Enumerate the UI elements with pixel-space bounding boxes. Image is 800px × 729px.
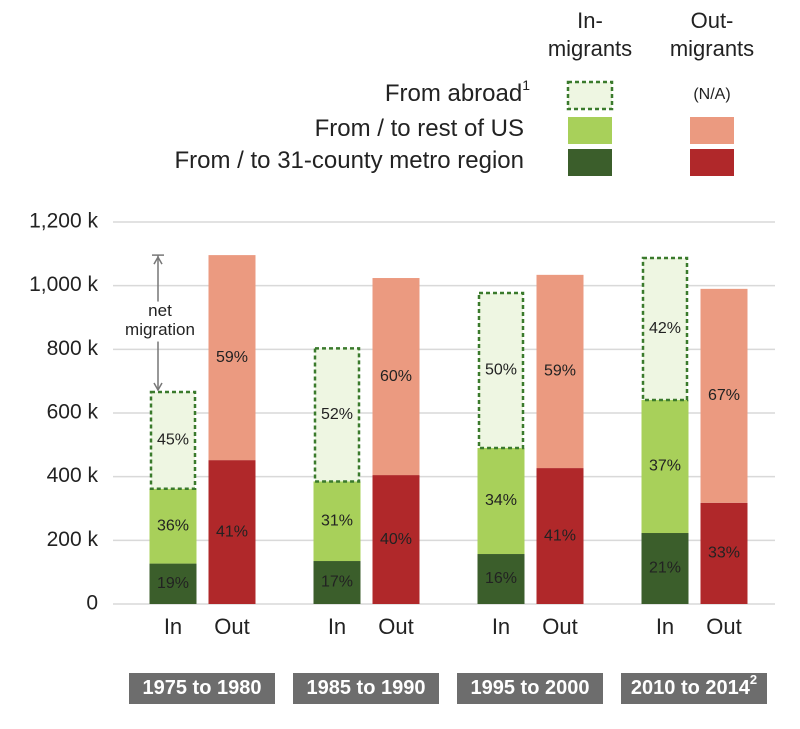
category-box	[457, 673, 603, 704]
legend-note: (N/A)	[693, 86, 730, 103]
value-label: 17%	[321, 574, 353, 591]
value-label: 45%	[157, 432, 189, 449]
bar-segment	[208, 460, 256, 604]
bar-segment	[477, 554, 525, 604]
legend-swatch	[568, 117, 612, 144]
legend-swatch	[690, 117, 734, 144]
footnote-mark: 2	[750, 672, 757, 687]
bar-label: Out	[378, 614, 413, 639]
y-tick-label: 800 k	[47, 337, 99, 360]
category-label: 1995 to 2000	[471, 677, 590, 699]
bar-segment	[313, 561, 361, 604]
legend-swatch	[690, 149, 734, 176]
legend-swatch	[568, 149, 612, 176]
value-label: 16%	[485, 570, 517, 587]
value-label: 50%	[485, 362, 517, 379]
annotation: net	[148, 301, 172, 320]
value-label: 59%	[216, 349, 248, 366]
bar-segment	[536, 468, 584, 604]
legend-swatch	[566, 80, 614, 111]
arrowhead	[153, 382, 163, 392]
y-tick-label: 200 k	[47, 528, 99, 551]
legend-header: migrants	[670, 36, 754, 61]
bar-label: In	[656, 614, 674, 639]
legend-header: Out-	[691, 8, 734, 33]
y-tick-label: 1,200 k	[29, 210, 98, 233]
annotation-bg	[116, 301, 204, 342]
category-label: 1985 to 1990	[307, 677, 426, 699]
value-label: 36%	[157, 517, 189, 534]
category-label: 2010 to 20142	[631, 672, 757, 699]
y-tick-label: 1,000 k	[29, 273, 98, 296]
annotation: migration	[125, 320, 195, 339]
value-label: 40%	[380, 531, 412, 548]
bar-segment	[208, 255, 256, 461]
y-tick-label: 600 k	[47, 401, 99, 424]
bar-label: In	[328, 614, 346, 639]
bar-segment	[149, 563, 197, 604]
value-label: 37%	[649, 458, 681, 475]
bar-label: In	[492, 614, 510, 639]
legend-text: From / to 31-county metro region	[175, 147, 524, 174]
bar-segment	[641, 399, 689, 534]
legend-header: In-	[577, 8, 603, 33]
bar-label: In	[164, 614, 182, 639]
bar-segment	[477, 291, 525, 450]
category-text: 1995 to 2000	[471, 677, 590, 699]
value-label: 19%	[157, 575, 189, 592]
bar-segment	[372, 475, 420, 604]
y-tick-label: 0	[86, 592, 98, 615]
bar-label: Out	[706, 614, 741, 639]
bar-segment	[700, 288, 748, 503]
arrowhead	[153, 255, 163, 265]
category-label: 1975 to 1980	[143, 677, 262, 699]
bar-segment	[641, 533, 689, 604]
category-text: 1985 to 1990	[307, 677, 426, 699]
bar-label: Out	[214, 614, 249, 639]
legend-text: From / to rest of US	[315, 115, 524, 142]
category-box	[621, 673, 767, 704]
bar-segment	[313, 481, 361, 562]
legend-header: migrants	[548, 36, 632, 61]
bar-segment	[477, 448, 525, 555]
value-label: 42%	[649, 320, 681, 337]
value-label: 41%	[544, 527, 576, 544]
value-label: 59%	[544, 363, 576, 380]
legend-label: From abroad1	[385, 77, 530, 108]
bar-segment	[372, 278, 420, 476]
bar-segment	[149, 488, 197, 564]
value-label: 34%	[485, 492, 517, 509]
bar-segment	[536, 274, 584, 469]
bar-segment	[149, 390, 197, 491]
category-box	[129, 673, 275, 704]
legend-label: From / to rest of US	[315, 115, 524, 142]
bar-segment	[313, 347, 361, 483]
value-label: 67%	[708, 387, 740, 404]
value-label: 31%	[321, 512, 353, 529]
value-label: 52%	[321, 406, 353, 423]
category-text: 2010 to 2014	[631, 677, 751, 699]
category-text: 1975 to 1980	[143, 677, 262, 699]
y-tick-label: 400 k	[47, 464, 99, 487]
value-label: 41%	[216, 523, 248, 540]
bar-segment	[700, 502, 748, 604]
bar-label: Out	[542, 614, 577, 639]
value-label: 60%	[380, 368, 412, 385]
value-label: 21%	[649, 560, 681, 577]
legend-label: From / to 31-county metro region	[175, 147, 524, 174]
category-box	[293, 673, 439, 704]
bar-segment	[641, 256, 689, 402]
legend-text: From abroad	[385, 80, 522, 107]
footnote-mark: 1	[522, 77, 530, 93]
value-label: 33%	[708, 545, 740, 562]
